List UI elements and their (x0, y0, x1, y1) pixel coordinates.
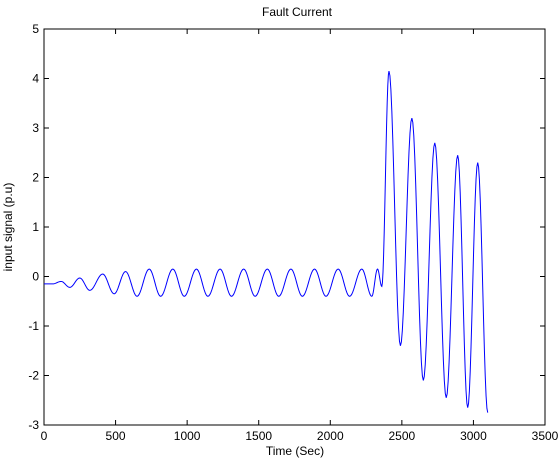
x-axis-ticks: 0 500 1000 1500 2000 2500 3000 3500 (41, 29, 559, 443)
x-axis-label: Time (Sec) (266, 444, 324, 458)
y-tick-label: 2 (32, 171, 39, 185)
y-tick-label: -2 (28, 369, 39, 383)
y-tick-label: -3 (28, 418, 39, 432)
x-tick-label: 3000 (460, 429, 487, 443)
y-axis-ticks: -3 -2 -1 0 1 2 3 4 5 (28, 22, 545, 432)
chart-title: Fault Current (262, 5, 333, 19)
x-tick-label: 1000 (174, 429, 201, 443)
y-tick-label: -1 (28, 319, 39, 333)
fault-current-series-line (44, 70, 489, 413)
x-tick-label: 500 (106, 429, 126, 443)
y-tick-label: 0 (32, 270, 39, 284)
x-tick-label: 2000 (317, 429, 344, 443)
plot-area (43, 28, 546, 426)
x-tick-label: 0 (41, 429, 48, 443)
x-tick-label: 1500 (245, 429, 272, 443)
x-tick-label: 3500 (532, 429, 559, 443)
y-tick-label: 3 (32, 121, 39, 135)
y-tick-label: 5 (32, 22, 39, 36)
y-tick-label: 1 (32, 220, 39, 234)
x-tick-label: 2500 (389, 429, 416, 443)
y-axis-label: input signal (p.u) (1, 183, 15, 272)
y-tick-label: 4 (32, 72, 39, 86)
